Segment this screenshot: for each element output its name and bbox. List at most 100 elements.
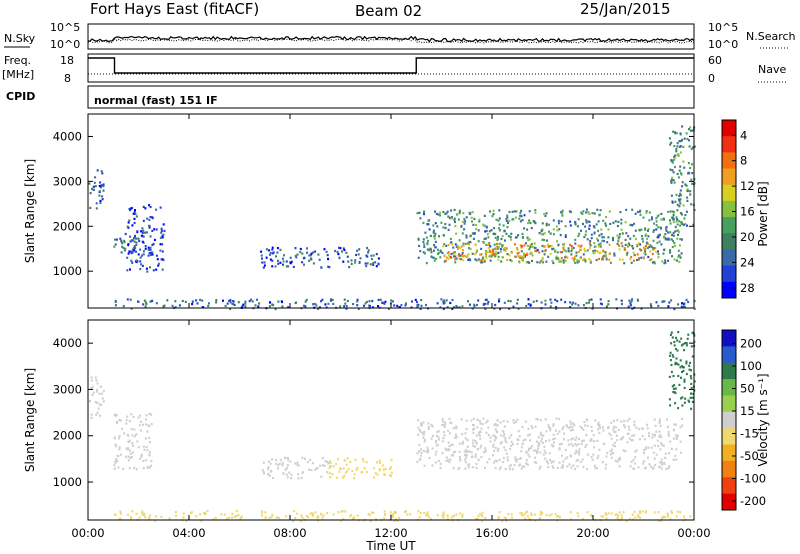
colorbar-tick-label: 12 xyxy=(740,179,755,193)
data-cell xyxy=(94,376,97,379)
data-cell xyxy=(264,516,267,520)
data-cell xyxy=(679,172,682,175)
data-cell xyxy=(588,257,591,261)
data-cell xyxy=(690,386,693,390)
data-cell xyxy=(573,257,576,261)
data-cell xyxy=(137,300,140,303)
data-cell xyxy=(657,519,660,522)
data-cell xyxy=(545,440,547,443)
data-cell xyxy=(229,299,232,302)
data-cell xyxy=(582,222,584,226)
data-cell xyxy=(119,237,122,240)
data-cell xyxy=(669,222,672,225)
data-cell xyxy=(541,511,544,515)
data-cell xyxy=(151,229,154,232)
data-cell xyxy=(677,374,680,378)
data-cell xyxy=(342,260,345,263)
data-cell xyxy=(659,448,662,451)
data-cell xyxy=(552,438,555,441)
data-cell xyxy=(145,231,148,234)
data-cell xyxy=(422,421,425,424)
data-cell xyxy=(526,228,529,231)
data-cell xyxy=(145,459,148,462)
data-cell xyxy=(670,342,673,345)
data-cell xyxy=(675,220,678,223)
data-cell xyxy=(436,431,439,434)
data-cell xyxy=(214,516,217,519)
data-cell xyxy=(532,449,535,452)
data-cell xyxy=(669,249,672,252)
data-cell xyxy=(102,400,105,403)
data-cell xyxy=(90,387,93,390)
data-cell xyxy=(602,219,605,222)
data-cell xyxy=(652,230,655,233)
data-cell xyxy=(675,437,678,440)
data-cell xyxy=(631,439,634,442)
data-cell xyxy=(539,431,542,434)
data-cell xyxy=(419,512,422,515)
data-cell xyxy=(429,247,432,250)
data-cell xyxy=(133,217,136,220)
data-cell xyxy=(138,516,141,519)
colorbar-swatch xyxy=(722,136,736,153)
data-cell xyxy=(467,258,470,261)
frequency-traces xyxy=(88,57,694,75)
data-cell xyxy=(454,261,457,264)
data-cell xyxy=(144,231,146,234)
data-cell xyxy=(563,438,565,441)
data-cell xyxy=(589,439,592,442)
data-cell xyxy=(681,417,684,420)
data-cell xyxy=(479,437,482,440)
data-cell xyxy=(454,225,457,228)
data-cell xyxy=(577,443,580,446)
data-cell xyxy=(130,517,133,520)
data-cell xyxy=(474,455,477,458)
data-cell xyxy=(507,513,510,516)
data-cell xyxy=(384,300,387,303)
data-cell xyxy=(536,451,538,455)
data-cell xyxy=(653,444,656,447)
data-cell xyxy=(348,266,351,269)
data-cell xyxy=(674,244,676,247)
data-cell xyxy=(477,240,480,243)
data-cell xyxy=(271,458,274,461)
data-cell xyxy=(502,419,505,423)
data-cell xyxy=(276,251,279,254)
data-cell xyxy=(569,306,572,309)
data-cell xyxy=(604,254,607,257)
data-cell xyxy=(495,246,498,249)
data-cell xyxy=(89,206,92,209)
data-cell xyxy=(133,466,136,469)
data-cell xyxy=(438,235,441,238)
data-cell xyxy=(404,304,407,307)
data-cell xyxy=(546,243,549,246)
data-cell xyxy=(641,435,644,438)
data-cell xyxy=(479,512,482,516)
data-cell xyxy=(669,351,672,354)
data-cell xyxy=(423,210,425,213)
data-cell xyxy=(568,463,571,466)
data-cell xyxy=(528,219,531,222)
data-cell xyxy=(375,253,378,256)
data-cell xyxy=(631,245,634,248)
data-cell xyxy=(454,243,457,246)
data-cell xyxy=(530,425,533,428)
data-cell xyxy=(625,232,628,235)
data-cell xyxy=(301,252,304,255)
data-cell xyxy=(603,236,606,239)
data-cell xyxy=(645,210,648,213)
data-cell xyxy=(459,254,462,257)
data-cell xyxy=(436,514,439,517)
data-cell xyxy=(598,257,600,260)
data-cell xyxy=(344,302,347,305)
data-cell xyxy=(250,298,253,301)
data-cell xyxy=(526,463,529,466)
data-cell xyxy=(633,423,636,426)
colorbar-tick-label: 28 xyxy=(740,281,755,295)
data-cell xyxy=(135,215,138,218)
data-cell xyxy=(199,298,202,301)
data-cell xyxy=(128,439,131,442)
data-cell xyxy=(426,446,429,449)
data-cell xyxy=(566,465,569,468)
